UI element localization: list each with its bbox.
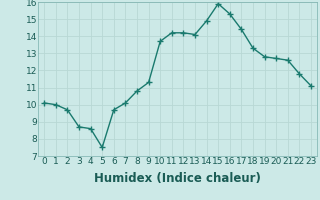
X-axis label: Humidex (Indice chaleur): Humidex (Indice chaleur) — [94, 172, 261, 185]
